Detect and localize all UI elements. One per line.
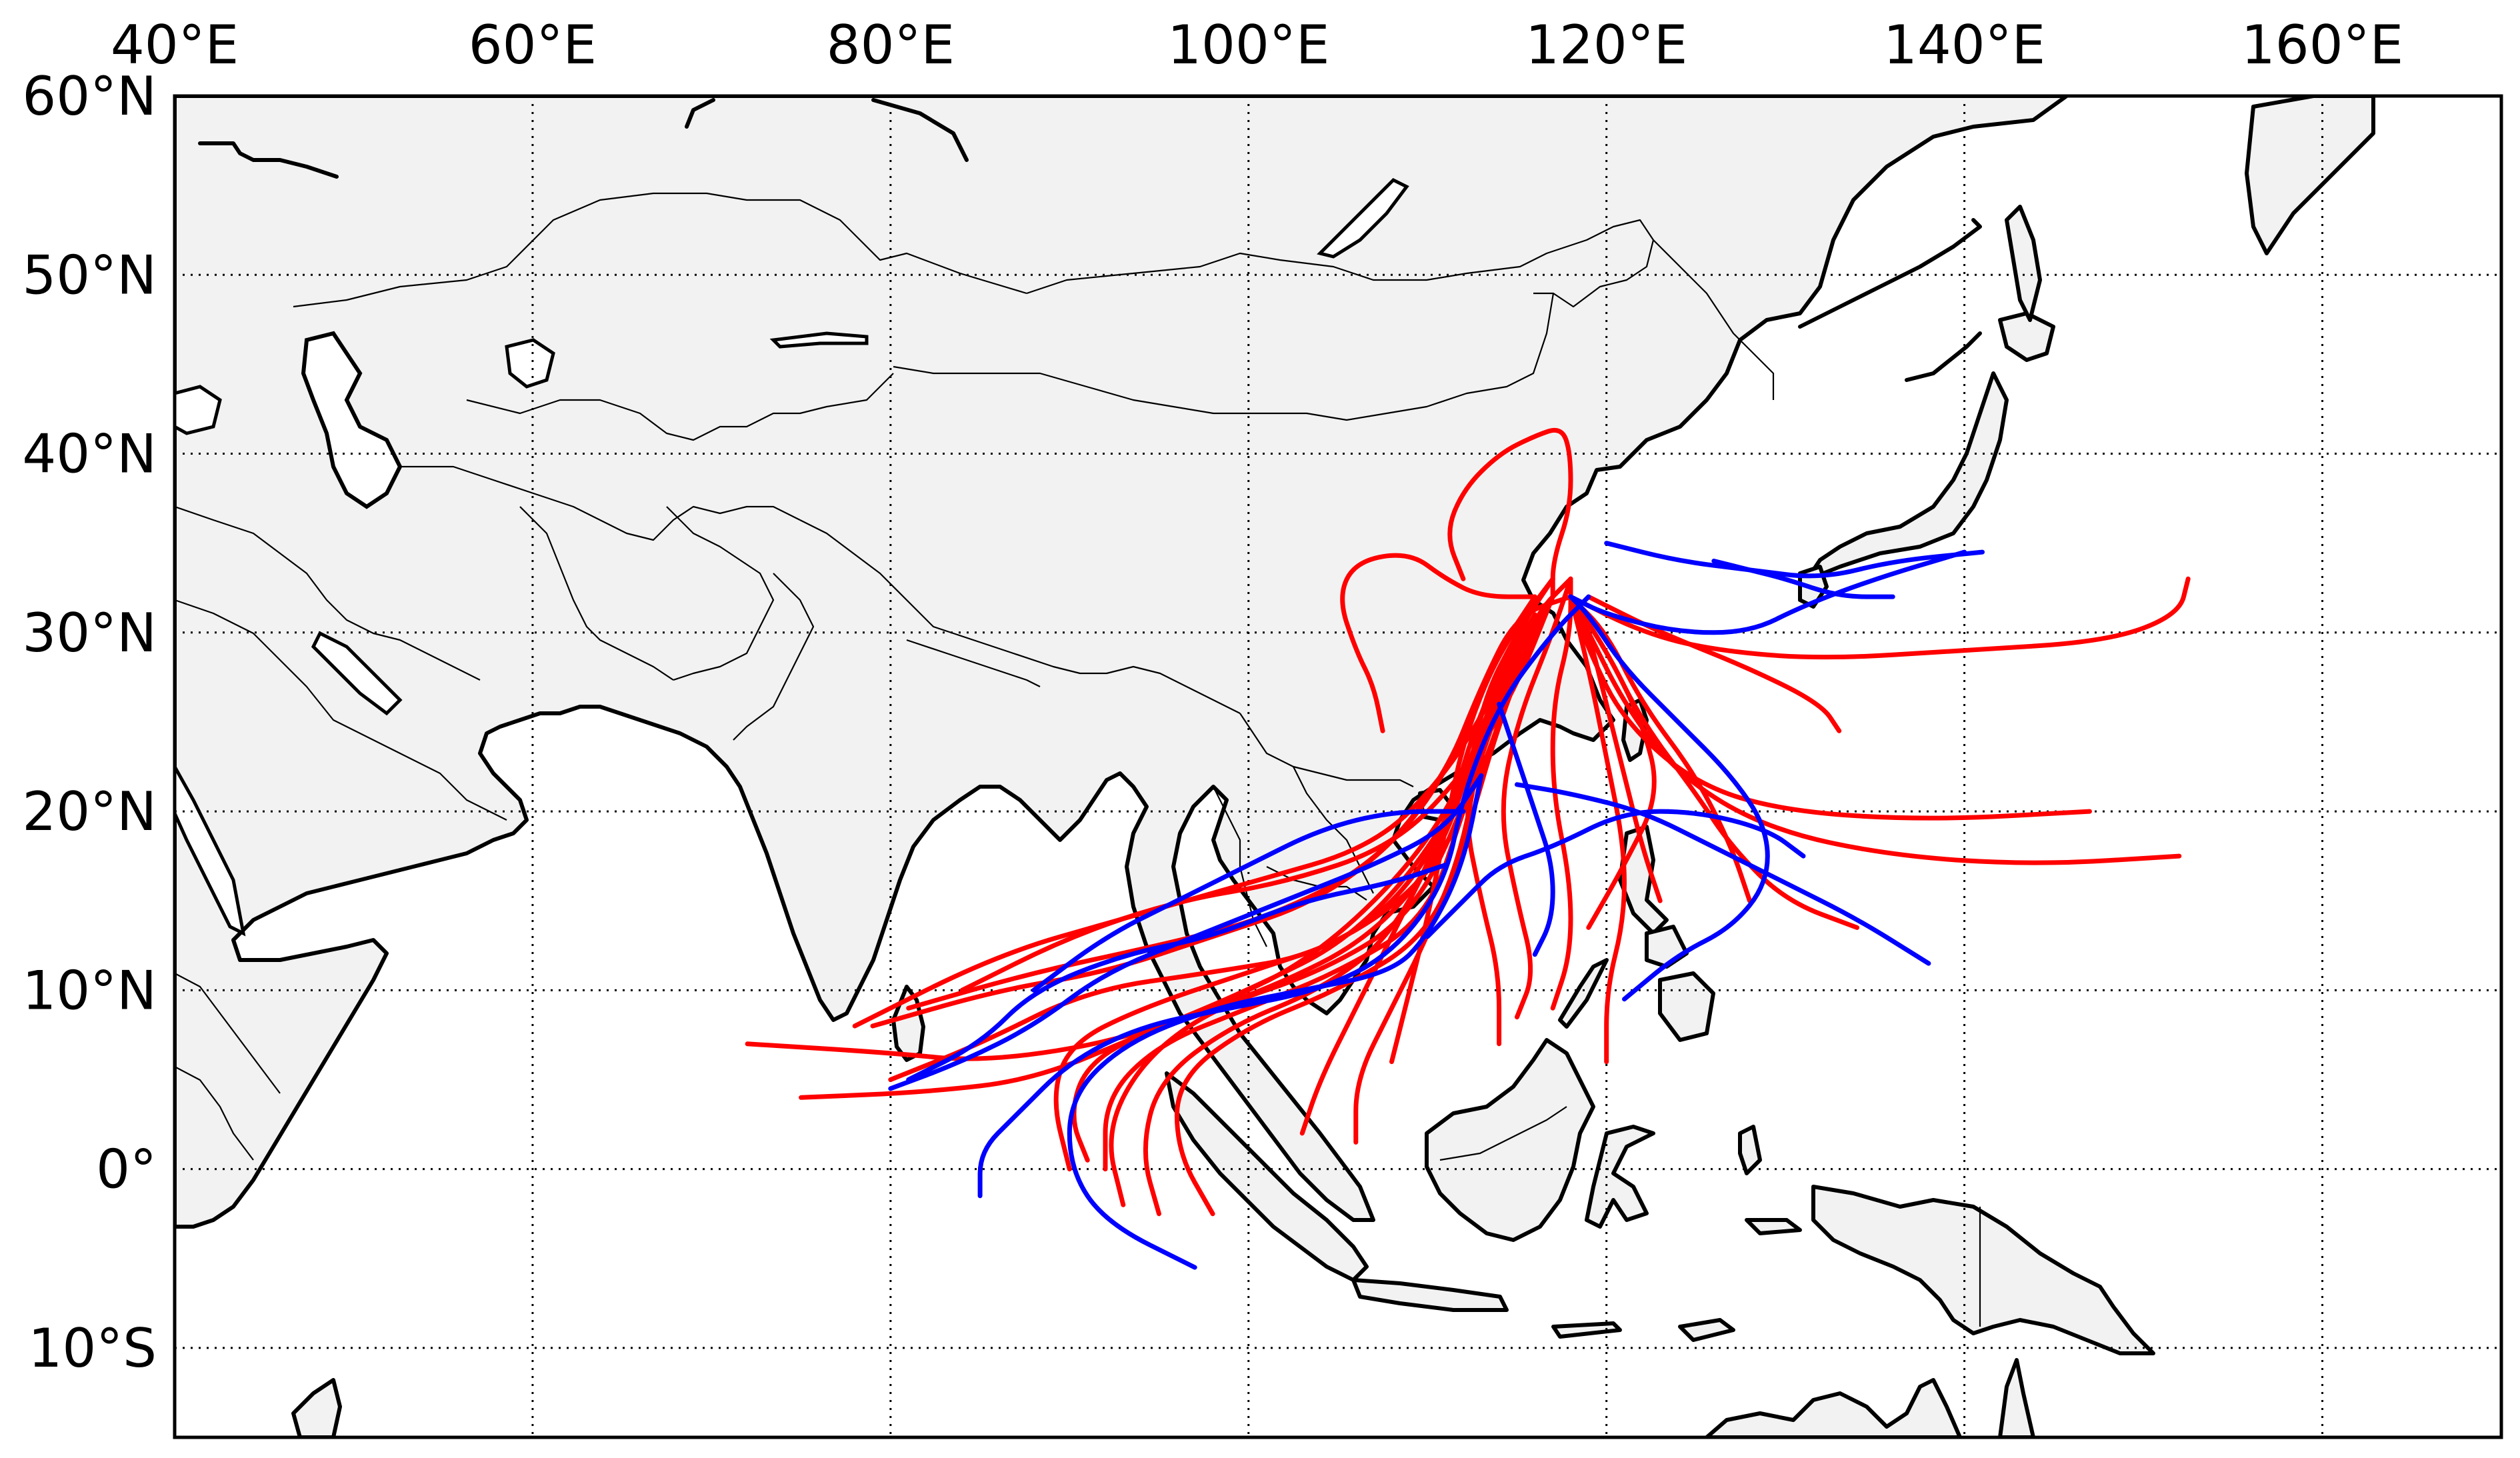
land-layer — [175, 96, 2375, 1437]
red-cyclone-track — [1465, 576, 1555, 1047]
island-sakhalin — [2005, 205, 2042, 322]
blue-cyclone-track — [1604, 541, 1985, 579]
island-new-guinea — [1811, 1185, 2155, 1355]
red-cyclone-track — [1550, 576, 1573, 1011]
blue-cyclone-track — [1515, 782, 1931, 966]
island-seram — [1745, 1218, 1802, 1235]
latitude-tick-label: 50°N — [22, 244, 157, 306]
longitude-tick-label: 60°E — [469, 14, 597, 76]
arctic-coast-yenisei — [685, 98, 715, 129]
border-russia-kazakhstan — [293, 192, 1027, 308]
longitude-tick-label: 40°E — [111, 14, 239, 76]
border-china-south-asia — [799, 519, 1241, 714]
border-afghanistan-pakistan — [666, 506, 775, 681]
border-borneo — [1439, 1106, 1567, 1161]
red-cyclone-track — [1586, 594, 1842, 733]
latitude-tick-label: 40°N — [22, 423, 157, 485]
caspian-sea — [301, 331, 403, 509]
border-iran-afghanistan — [519, 506, 674, 681]
latitude-tick-label: 30°N — [22, 602, 157, 664]
border-middle-east — [175, 505, 481, 681]
island-halmahera — [1738, 1125, 1762, 1175]
latitude-tick-label: 10°N — [22, 959, 157, 1021]
red-cyclone-track — [1299, 612, 1537, 1136]
border-mongolia-south — [893, 293, 1555, 421]
border-china-korea — [1653, 239, 1775, 400]
lake-balkhash — [769, 331, 869, 349]
red-cyclone-track — [1568, 594, 2182, 865]
okhotsk-coast — [1798, 218, 1982, 329]
island-mindanao — [1658, 971, 1715, 1042]
blue-cyclone-track — [1067, 773, 1484, 1270]
latitude-tick-labels: 60°N 50°N 40°N 30°N 20°N 10°N 0° 10°S — [22, 65, 157, 1379]
island-borneo — [1425, 1038, 1595, 1242]
arctic-coast-west — [198, 141, 339, 179]
eurasia-landmass — [175, 96, 2069, 1229]
border-china-southeast-asia — [1239, 713, 1414, 787]
border-central-asia — [400, 465, 801, 541]
border-africa-horn — [175, 1066, 254, 1161]
red-cyclone-track — [1353, 594, 1555, 1145]
blue-cyclone-track — [1568, 594, 1770, 1002]
blue-cyclone-track — [906, 863, 1448, 1082]
map-frame — [173, 94, 2503, 1439]
island-java — [1351, 1278, 1509, 1312]
blue-cyclone-track — [1568, 549, 1967, 635]
red-cyclone-track — [1568, 594, 1859, 930]
island-japan-honshu — [1805, 371, 2009, 582]
red-cyclone-track — [1447, 427, 1573, 599]
blue-cyclone-track — [1425, 809, 1806, 939]
black-sea — [175, 385, 222, 435]
blue-cyclone-track — [977, 594, 1591, 1199]
latitude-tick-label: 20°N — [22, 781, 157, 843]
longitude-tick-label: 80°E — [827, 14, 955, 76]
red-sea — [175, 763, 246, 937]
latitude-tick-label: 10°S — [28, 1317, 157, 1379]
sea-of-japan-coast — [1905, 331, 1982, 382]
longitude-tick-label: 120°E — [1525, 14, 1687, 76]
border-nepal — [906, 639, 1041, 687]
red-cyclone-track — [1340, 553, 1537, 733]
longitude-tick-label: 140°E — [1883, 14, 2045, 76]
cyclone-tracks — [745, 427, 2191, 1270]
latitude-tick-label: 60°N — [22, 65, 157, 127]
island-flores — [1551, 1321, 1622, 1339]
persian-gulf — [311, 631, 403, 716]
border-kazakhstan-south — [466, 373, 894, 441]
australia-cape-york — [1998, 1358, 2035, 1437]
aral-sea — [505, 338, 555, 389]
border-mongolia-north — [1026, 219, 1655, 308]
island-sulawesi — [1585, 1125, 1655, 1229]
kamchatka — [2245, 96, 2375, 255]
latitude-tick-label: 0° — [96, 1139, 157, 1201]
longitude-tick-label: 160°E — [2241, 14, 2403, 76]
border-india-pakistan — [733, 573, 815, 741]
longitude-tick-label: 100°E — [1167, 14, 1329, 76]
australia-north — [1705, 1378, 1962, 1437]
red-cyclone-track — [1568, 594, 1663, 903]
longitude-tick-labels: 40°E 60°E 80°E 100°E 120°E 140°E 160°E — [111, 14, 2403, 76]
red-cyclone-track — [1389, 594, 1537, 1065]
madagascar — [291, 1378, 342, 1437]
arctic-coast-ob — [871, 98, 969, 162]
red-cyclone-track — [906, 594, 1573, 1011]
border-arabia — [175, 599, 507, 821]
border-africa-east — [175, 973, 281, 1094]
blue-cyclone-track — [1497, 701, 1555, 957]
island-timor — [1678, 1318, 1735, 1342]
lake-baikal — [1317, 177, 1409, 259]
country-borders — [175, 192, 1981, 1327]
blue-cyclone-track — [1711, 559, 1895, 599]
blue-cyclone-track — [1031, 809, 1466, 993]
red-cyclone-track — [1501, 576, 1573, 1020]
